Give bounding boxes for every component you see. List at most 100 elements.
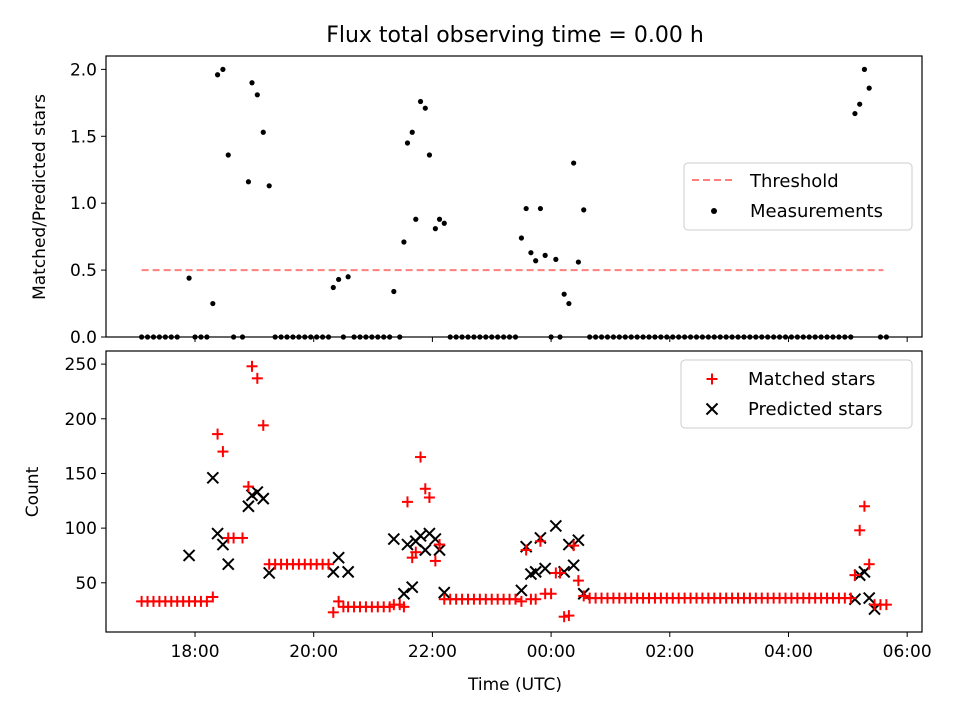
predicted-point — [562, 538, 576, 551]
predicted-point — [327, 565, 340, 579]
bottom-legend: Matched stars Predicted stars — [680, 359, 913, 429]
measurement-point — [409, 129, 415, 135]
top-plot-frame — [105, 55, 923, 338]
predicted-point-b — [429, 532, 442, 546]
predicted-point — [567, 559, 580, 572]
predicted-point-b — [858, 565, 871, 579]
matched-point — [257, 419, 269, 431]
matched-point — [568, 540, 580, 552]
predicted-point — [515, 584, 528, 597]
predicted-point-b — [257, 492, 270, 505]
predicted-point — [387, 532, 401, 546]
matched-point — [217, 446, 229, 458]
matched-point — [236, 532, 248, 544]
predicted-point — [858, 565, 871, 579]
top-y-tick-label: 2.0 — [70, 60, 97, 80]
predicted-point — [182, 549, 196, 562]
measurement-point — [581, 207, 587, 213]
matched-point — [563, 610, 575, 622]
matched-point — [327, 606, 339, 618]
predicted-point-b — [438, 586, 451, 599]
measurement-point — [523, 205, 529, 212]
top-y-tick-label: 0.0 — [70, 328, 97, 348]
matched-point — [530, 593, 542, 605]
predicted-point — [242, 500, 255, 513]
predicted-point — [216, 538, 230, 551]
predicted-point — [257, 492, 270, 505]
predicted-point — [529, 565, 542, 579]
x-axis-label: Time (UTC) — [467, 675, 562, 695]
matched-point — [401, 496, 413, 508]
bottom-y-tick-label: 200 — [65, 410, 97, 430]
predicted-point-b — [562, 538, 576, 551]
matched-point — [558, 611, 570, 623]
predicted-point-b — [182, 549, 196, 562]
matched-point — [410, 546, 422, 558]
matched-legend-swatch — [706, 373, 718, 385]
bottom-x-ticks: 18:00 20:00 22:00 00:00 02:00 04:00 06:00 — [171, 632, 932, 662]
matched-legend-label: Matched stars — [748, 369, 875, 390]
measurement-point — [861, 66, 868, 72]
predicted-legend-marker — [705, 402, 719, 416]
matched-point — [858, 500, 870, 512]
predicted-point — [332, 551, 345, 564]
measurement-point — [249, 80, 255, 86]
bottom-plot-frame — [105, 350, 923, 633]
matched-point — [880, 599, 892, 611]
predicted-point — [397, 587, 411, 600]
matched-point — [849, 569, 861, 581]
predicted-point-b — [572, 533, 585, 547]
top-y-tick-label: 1.0 — [70, 194, 97, 214]
measurement-point — [336, 276, 342, 283]
measurement-point — [404, 140, 411, 146]
matched-point — [333, 595, 345, 607]
measurement-point — [566, 300, 572, 307]
predicted-point-b — [529, 565, 542, 579]
matched-point — [419, 483, 431, 495]
top-legend-box — [683, 162, 913, 231]
measurement-point — [225, 152, 231, 158]
predicted-point — [206, 471, 220, 485]
measurement-point — [537, 205, 544, 212]
predicted-point — [438, 586, 451, 599]
measurement-point — [330, 284, 336, 291]
top-legend: Threshold Measurements — [683, 162, 913, 231]
measurement-point — [575, 259, 581, 265]
measurement-point — [426, 152, 433, 158]
measurement-point — [561, 291, 567, 297]
measurement-point — [401, 239, 407, 245]
matched-points-layer — [136, 360, 892, 623]
matched-point — [323, 558, 335, 570]
predicted-legend-marker-b — [705, 402, 719, 416]
matched-legend-marker — [706, 373, 718, 385]
matched-point — [534, 535, 546, 547]
measurement-point — [422, 105, 428, 111]
ratio-panel: Flux total observing time = 0.00 h Match… — [30, 23, 923, 348]
predicted-point — [211, 527, 224, 540]
matched-point — [863, 558, 875, 570]
measurements-legend-swatch — [711, 208, 717, 214]
measurement-point — [518, 235, 525, 241]
matched-point — [845, 592, 857, 604]
measurement-point — [260, 129, 266, 135]
predicted-point — [262, 566, 276, 580]
measurement-point — [220, 66, 226, 72]
predicted-point — [406, 580, 419, 594]
top-y-tick-label: 1.5 — [70, 127, 97, 147]
bottom-x-tick-label: 02:00 — [645, 642, 694, 662]
predicted-point-b — [327, 565, 340, 579]
measurement-point — [436, 216, 443, 222]
top-y-ticks: 0.0 0.5 1.0 1.5 2.0 — [70, 60, 106, 348]
top-y-axis-label: Matched/Predicted stars — [30, 94, 50, 300]
predicted-point-b — [538, 562, 552, 575]
predicted-point-b — [515, 584, 528, 597]
bottom-x-tick-label: 04:00 — [764, 642, 813, 662]
predicted-point-b — [549, 519, 563, 533]
count-panel: Count Time (UTC) 50 100 150 200 250 18:00 20:… — [23, 350, 932, 695]
bottom-legend-box — [680, 359, 913, 429]
measurement-point — [254, 92, 260, 98]
chart-title: Flux total observing time = 0.00 h — [326, 23, 704, 48]
bottom-y-tick-label: 100 — [65, 519, 97, 539]
predicted-point-b — [341, 565, 355, 579]
